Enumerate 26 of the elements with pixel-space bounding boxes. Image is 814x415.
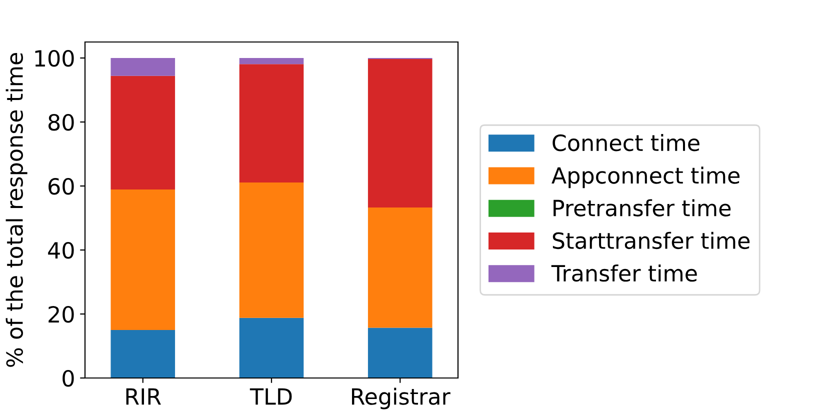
- y-axis-title: % of the total response time: [6, 53, 28, 367]
- y-tick-label: 20: [48, 306, 74, 323]
- y-tick-label: 100: [35, 50, 74, 67]
- legend-label: Transfer time: [551, 264, 697, 282]
- bar: [110, 330, 176, 378]
- y-tick-label: 60: [48, 178, 74, 195]
- bar: [110, 76, 176, 190]
- bar: [110, 190, 176, 330]
- x-tick-label: TLD: [250, 388, 292, 405]
- legend-label: Pretransfer time: [554, 199, 731, 216]
- bar: [110, 58, 176, 76]
- y-tick-label: 0: [62, 370, 74, 387]
- bar: [368, 58, 432, 208]
- legend-label: Appconnect time: [552, 166, 740, 188]
- legend-label: Starttransfer time: [552, 232, 750, 250]
- bar: [239, 64, 304, 182]
- bar: [239, 318, 304, 378]
- y-tick-label: 40: [48, 242, 74, 259]
- bar: [368, 207, 432, 328]
- legend-label: Connect time: [552, 134, 700, 152]
- x-tick-label: Registrar: [352, 388, 450, 410]
- bar: [239, 58, 304, 64]
- bar: [239, 182, 304, 318]
- x-tick-label: RIR: [126, 388, 161, 405]
- bar: [368, 328, 432, 378]
- y-tick-label: 80: [48, 114, 74, 131]
